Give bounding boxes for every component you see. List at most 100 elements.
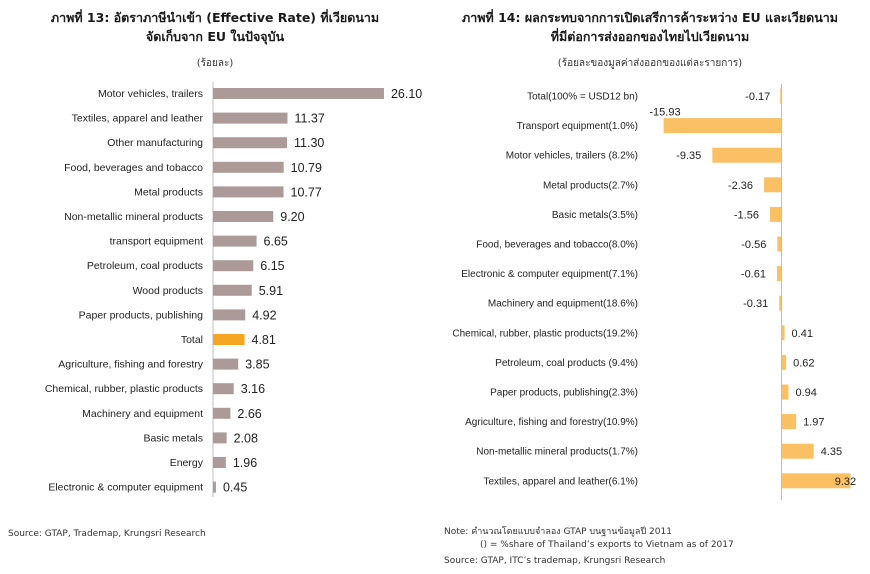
chart13-category-label: Food, beverages and tobacco — [64, 162, 203, 174]
chart13-value-label: 11.37 — [294, 112, 324, 126]
chart13-bar — [213, 457, 226, 468]
chart14-bar — [776, 266, 782, 282]
chart14-bar — [781, 354, 787, 370]
chart13-value-label: 26.10 — [391, 87, 422, 101]
chart13-value-label: 11.30 — [294, 136, 324, 150]
chart13-category-label: Metal products — [134, 186, 203, 198]
chart13-category-label: Energy — [170, 457, 204, 469]
chart13-value-label: 0.45 — [223, 481, 247, 495]
chart13-subtitle: จัดเก็บจาก EU ในปัจจุบัน — [145, 29, 285, 44]
chart13-bar — [213, 432, 227, 444]
chart14-value-label: -2.36 — [728, 180, 753, 192]
chart14-value-label: 1.97 — [803, 417, 824, 429]
chart14-value-label: -9.35 — [676, 150, 701, 162]
chart13-bar — [213, 334, 245, 345]
chart14-note-line2: () = %share of Thailand’s exports to Vie… — [480, 540, 734, 550]
chart13-value-label: 4.92 — [252, 308, 276, 322]
chart14-category-label: Total(100% = USD12 bn) — [527, 92, 638, 103]
chart13-category-label: Non-metallic mineral products — [64, 211, 203, 223]
chart13-category-label: Chemical, rubber, plastic products — [45, 383, 203, 395]
chart14-value-label: -1.56 — [734, 209, 759, 221]
chart13-bar — [213, 383, 234, 395]
chart14-category-label: Electronic & computer equipment(7.1%) — [461, 269, 638, 280]
chart14-value-label: 0.94 — [795, 387, 816, 399]
chart13-value-label: 5.91 — [259, 284, 283, 298]
chart14-note-line1: Note: คำนวณโดยแบบจำลอง GTAP บนฐานข้อมูลป… — [444, 527, 672, 537]
chart13-unit-label: (ร้อยละ) — [196, 58, 234, 69]
chart13-bar — [213, 186, 284, 198]
chart13-plot: Motor vehicles, trailers 26.10 Textiles, a… — [45, 82, 422, 497]
chart13-category-label: Total — [181, 334, 203, 346]
chart13-category-label: Petroleum, coal products — [87, 260, 203, 272]
chart14-category-label: Metal products(2.7%) — [543, 180, 638, 191]
chart13-value-label: 10.79 — [291, 161, 322, 175]
chart13-bar — [213, 161, 284, 173]
chart13-bar — [213, 235, 257, 247]
chart13-bar — [213, 481, 216, 493]
chart13-bar — [213, 112, 288, 124]
chart13-value-label: 2.08 — [234, 431, 258, 445]
chart14-value-label: -0.61 — [741, 269, 766, 281]
chart14-bar — [781, 414, 797, 430]
chart13-value-label: 2.66 — [237, 407, 261, 421]
chart14-category-label: Motor vehicles, trailers (8.2%) — [506, 151, 638, 162]
chart14-bar — [712, 147, 782, 163]
chart14-bar — [777, 236, 782, 252]
chart13-bar — [213, 407, 231, 419]
chart14-value-label: -0.56 — [741, 239, 766, 251]
chart14-bar — [781, 473, 851, 489]
chart13-value-label: 3.16 — [241, 382, 265, 396]
chart13-bar — [213, 88, 384, 99]
chart13-category-label: Agriculture, fishing and forestry — [58, 359, 203, 371]
chart13-category-label: Machinery and equipment — [82, 408, 203, 420]
chart14-bar — [769, 206, 782, 222]
chart14-value-label: -0.31 — [743, 298, 768, 310]
chart13-category-label: transport equipment — [110, 236, 203, 248]
chart14-subtitle: ที่มีต่อการส่งออกของไทยไปเวียดนาม — [550, 29, 750, 44]
chart14-value-label: -15.93 — [649, 107, 680, 119]
chart14-category-label: Basic metals(3.5%) — [552, 210, 638, 221]
chart14-category-label: Transport equipment(1.0%) — [517, 121, 638, 132]
chart13-bar — [213, 211, 274, 222]
chart14-category-label: Non-metallic mineral products(1.7%) — [476, 447, 638, 458]
chart14-title-block: ภาพที่ 14: ผลกระทบจากการเปิดเสรีการค้าระ… — [440, 8, 860, 46]
chart13-category-label: Paper products, publishing — [79, 309, 203, 321]
chart13-source: Source: GTAP, Trademap, Krungsri Researc… — [8, 529, 206, 539]
chart13-bar — [213, 358, 239, 370]
chart13-category-label: Motor vehicles, trailers — [98, 88, 203, 100]
chart14-value-label: 9.32 — [835, 476, 856, 488]
chart13-value-label: 4.81 — [252, 333, 276, 347]
chart13-category-label: Electronic & computer equipment — [48, 482, 203, 494]
chart14-bar — [663, 118, 782, 134]
chart14-source: Source: GTAP, ITC’s trademap, Krungsri R… — [444, 556, 666, 566]
chart14-plot: Total(100% = USD12 bn) -0.17 Transport equ… — [452, 84, 856, 500]
chart13-bar — [213, 260, 254, 272]
chart14-bar — [781, 384, 789, 400]
chart14-category-label: Paper products, publishing(2.3%) — [490, 388, 638, 399]
chart13-category-label: Textiles, apparel and leather — [72, 113, 204, 125]
chart13-value-label: 3.85 — [245, 358, 269, 372]
chart14-bar — [764, 177, 782, 193]
chart13-value-label: 1.96 — [233, 456, 257, 470]
chart13-value-label: 6.15 — [260, 259, 284, 273]
chart14-value-label: 0.62 — [793, 357, 814, 369]
chart13-value-label: 10.77 — [291, 185, 322, 199]
chart13-bar — [213, 309, 246, 321]
chart13-category-label: Wood products — [133, 285, 203, 297]
chart13-category-label: Basic metals — [143, 432, 203, 444]
chart13-title: ภาพที่ 13: อัตราภาษีนำเข้า (Effective Ra… — [50, 10, 380, 25]
chart13-bar — [213, 284, 252, 296]
chart14-category-label: Chemical, rubber, plastic products(19.2%… — [452, 328, 638, 339]
chart14-bar — [781, 443, 814, 459]
chart14-category-label: Petroleum, coal products (9.4%) — [495, 358, 638, 369]
chart14-title: ภาพที่ 14: ผลกระทบจากการเปิดเสรีการค้าระ… — [462, 10, 838, 25]
chart14-bar — [780, 88, 782, 104]
chart14-category-label: Machinery and equipment(18.6%) — [488, 299, 638, 310]
chart14-unit-label: (ร้อยละของมูลค่าส่งออกของแต่ละรายการ) — [557, 58, 743, 69]
chart14-value-label: 0.41 — [792, 328, 813, 340]
chart13-value-label: 9.20 — [280, 210, 304, 224]
chart14-category-label: Agriculture, fishing and forestry(10.9%) — [465, 417, 638, 428]
chart13-value-label: 6.65 — [264, 235, 288, 249]
chart13-title-block: ภาพที่ 13: อัตราภาษีนำเข้า (Effective Ra… — [40, 8, 390, 46]
